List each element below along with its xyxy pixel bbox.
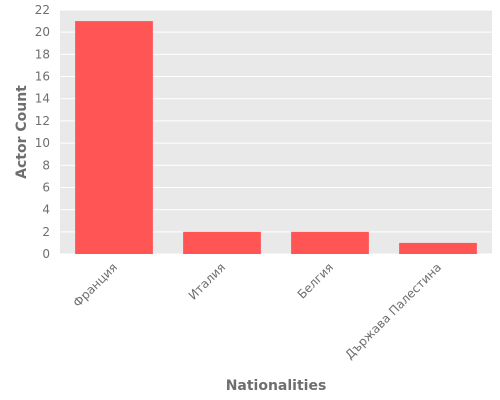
bar	[75, 21, 153, 254]
bar	[291, 231, 369, 254]
y-tick-label: 2	[42, 225, 50, 239]
y-tick-label: 0	[42, 247, 50, 261]
y-tick-label: 18	[35, 47, 50, 61]
x-axis-title: Nationalities	[226, 378, 327, 394]
y-tick-label: 10	[35, 136, 50, 150]
y-tick-label: 20	[35, 25, 50, 39]
bar	[183, 231, 261, 254]
y-tick-label: 6	[42, 180, 50, 194]
y-axis-title: Actor Count	[14, 85, 30, 179]
x-axis-ticks: Франция Италия Белгия Държава Палестина	[70, 260, 444, 362]
y-tick-label: 4	[42, 203, 50, 217]
bars	[75, 21, 477, 254]
y-axis-ticks: 0 2 4 6 8 10 12 14 16 18 20 22	[35, 3, 50, 261]
y-tick-label: 14	[35, 92, 50, 106]
y-tick-label: 12	[35, 114, 50, 128]
bar	[399, 242, 477, 254]
x-tick-label: Белгия	[295, 260, 336, 301]
x-tick-label: Италия	[186, 260, 228, 302]
y-tick-label: 8	[42, 158, 50, 172]
y-tick-label: 16	[35, 70, 50, 84]
x-tick-label: Държава Палестина	[342, 260, 444, 362]
y-tick-label: 22	[35, 3, 50, 17]
x-tick-label: Франция	[70, 260, 120, 310]
